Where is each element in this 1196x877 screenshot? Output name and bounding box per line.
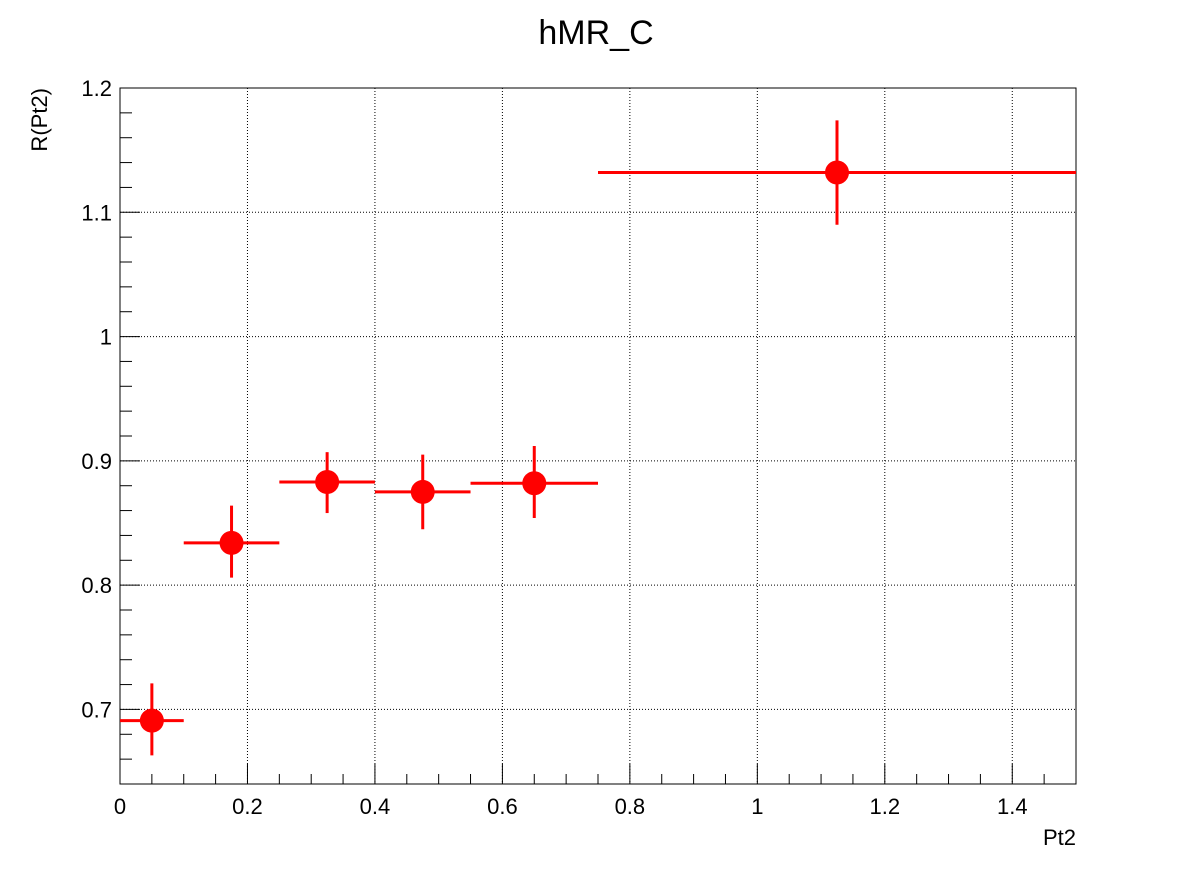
- y-tick-label: 0.7: [81, 697, 112, 722]
- data-point: [219, 530, 244, 555]
- data-point: [410, 479, 435, 504]
- tick-labels-layer: 0 0.2 0.4 0.6 0.8 1 1.2 1.4 0.7 0.8 0.9 1 1.1 1.2: [81, 76, 1027, 819]
- ticks-layer: [119, 87, 1077, 785]
- y-tick-label: 1.2: [81, 76, 112, 101]
- x-tick-label: 0: [114, 794, 126, 819]
- x-tick-label: 0.6: [487, 794, 518, 819]
- data-point: [315, 469, 340, 494]
- plot-frame: [119, 87, 1077, 785]
- data-layer: [120, 120, 1076, 756]
- x-tick-label: 0.2: [232, 794, 263, 819]
- data-point: [825, 160, 849, 185]
- x-tick-label: 1.2: [870, 794, 901, 819]
- x-tick-label: 1.4: [997, 794, 1028, 819]
- x-axis-label: Pt2: [1043, 825, 1076, 850]
- grid-layer: [120, 88, 1076, 784]
- y-axis-label: R(Pt2): [27, 88, 52, 152]
- y-tick-label: 0.8: [81, 573, 112, 598]
- x-tick-label: 0.8: [615, 794, 646, 819]
- x-tick-label: 1: [751, 794, 763, 819]
- data-point: [522, 471, 547, 496]
- chart-title: hMR_C: [538, 14, 653, 52]
- y-tick-label: 1.1: [81, 200, 112, 225]
- y-tick-label: 0.9: [81, 449, 112, 474]
- y-tick-label: 1: [100, 325, 112, 350]
- x-tick-label: 0.4: [360, 794, 391, 819]
- data-point: [139, 708, 164, 733]
